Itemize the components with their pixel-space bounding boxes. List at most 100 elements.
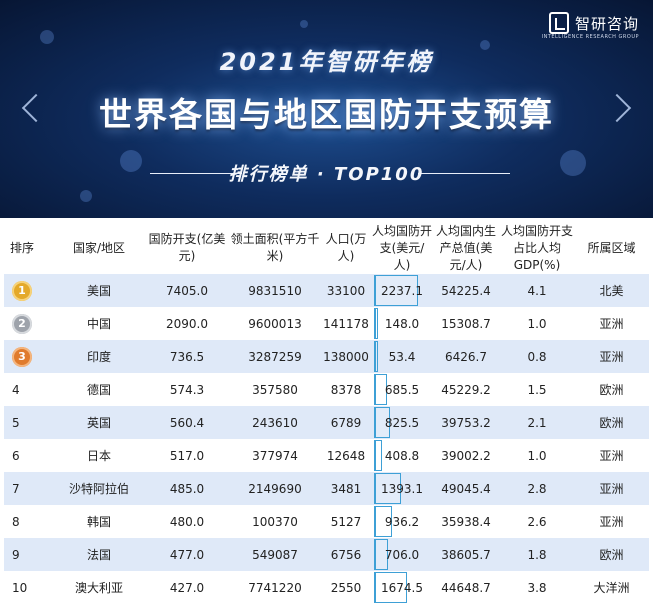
- rank-cell: 10: [4, 571, 54, 604]
- per-capita-bar: [374, 407, 390, 438]
- population-cell: 12648: [326, 448, 366, 463]
- per-capita-bar: [374, 506, 392, 537]
- rank-cell: 8: [4, 505, 54, 538]
- gdp-per-capita-cell: 38605.7: [432, 538, 500, 571]
- spending-cell: 477.0: [144, 538, 230, 571]
- population-cell: 2550: [330, 580, 362, 595]
- per-capita-bar: [374, 440, 382, 471]
- year-title: 2021年智研年榜: [219, 48, 434, 76]
- column-header: 国家/地区: [72, 240, 126, 255]
- table-row: 7 沙特阿拉伯 485.0 2149690 3481 1393.1 49045.4 2.8 亚洲: [4, 472, 649, 505]
- per-capita-value: 148.0: [384, 316, 420, 331]
- country-cell: 印度: [54, 340, 144, 373]
- country-cell: 美国: [54, 274, 144, 307]
- area-cell: 7741220: [248, 580, 302, 595]
- bokeh-dot: [80, 190, 92, 202]
- rank-number: 5: [12, 415, 20, 430]
- divider-left: [150, 173, 242, 174]
- rank-number: 6: [12, 448, 20, 463]
- gdp-per-capita-cell: 15308.7: [441, 316, 491, 331]
- per-capita-bar: [374, 308, 378, 339]
- rank-cell: 2: [4, 307, 54, 340]
- logo-text: 智研咨询: [574, 14, 639, 33]
- per-capita-bar: [374, 572, 407, 603]
- column-header: 领土面积(平方千米): [230, 232, 320, 263]
- ratio-cell: 1.0: [527, 448, 547, 463]
- rank-cell: 3: [4, 340, 54, 373]
- bokeh-dot: [480, 40, 490, 50]
- country-cell: 德国: [86, 383, 111, 397]
- spending-cell: 2090.0: [166, 316, 208, 331]
- population-cell: 6756: [320, 538, 372, 571]
- bokeh-dot: [560, 150, 586, 176]
- spending-cell: 485.0: [144, 472, 230, 505]
- spending-cell: 560.4: [144, 406, 230, 439]
- column-header: 人均国内生产总值(美元/人): [435, 223, 496, 272]
- per-capita-cell: 1674.5: [372, 571, 432, 604]
- population-cell: 33100: [320, 274, 372, 307]
- per-capita-bar: [374, 341, 378, 372]
- region-cell: 亚洲: [574, 472, 649, 505]
- per-capita-cell: 685.5: [372, 373, 432, 406]
- table-row: 4 德国 574.3 357580 8378 685.5 45229.2 1.5 欧洲: [4, 373, 649, 406]
- country-cell: 澳大利亚: [74, 581, 123, 595]
- per-capita-value: 936.2: [384, 514, 420, 529]
- area-cell: 243610: [230, 406, 320, 439]
- per-capita-value: 1393.1: [381, 481, 423, 496]
- ratio-cell: 2.1: [500, 406, 574, 439]
- country-cell: 英国: [54, 406, 144, 439]
- population-cell: 3481: [320, 472, 372, 505]
- silver-medal-icon: 2: [12, 313, 32, 334]
- spending-cell: 480.0: [169, 514, 205, 529]
- ratio-cell: 1.5: [527, 382, 547, 397]
- per-capita-cell: 1393.1: [372, 472, 432, 505]
- per-capita-cell: 408.8: [372, 439, 432, 472]
- ratio-cell: 3.8: [527, 580, 547, 595]
- column-header: 人口(万人): [325, 232, 367, 263]
- per-capita-cell: 148.0: [372, 307, 432, 340]
- column-header: 人均国防开支占比人均GDP(%): [500, 223, 573, 272]
- area-cell: 100370: [252, 514, 298, 529]
- area-cell: 9831510: [230, 274, 320, 307]
- table-row: 8 韩国 480.0 100370 5127 936.2 35938.4 2.6 亚洲: [4, 505, 649, 538]
- table-row: 10 澳大利亚 427.0 7741220 2550 1674.5 44648.7 3.8 大洋…: [4, 571, 649, 604]
- bronze-medal-icon: 3: [12, 346, 32, 367]
- per-capita-cell: 53.4: [372, 340, 432, 373]
- logo-subtext: INTELLIGENCE RESEARCH GROUP: [541, 34, 639, 40]
- gdp-per-capita-cell: 39002.2: [441, 448, 491, 463]
- table-row: 9 法国 477.0 549087 6756 706.0 38605.7 1.8 欧洲: [4, 538, 649, 571]
- rank-cell: 5: [4, 406, 54, 439]
- bokeh-dot: [300, 20, 308, 28]
- table-row: 2 中国 2090.0 9600013 141178 148.0 15308.7 1.0 亚洲: [4, 307, 649, 340]
- rank-number: 7: [12, 481, 20, 496]
- per-capita-cell: 706.0: [372, 538, 432, 571]
- rank-cell: 9: [4, 538, 54, 571]
- ratio-cell: 1.8: [500, 538, 574, 571]
- rank-cell: 4: [4, 373, 54, 406]
- per-capita-value: 825.5: [384, 415, 420, 430]
- region-cell: 亚洲: [599, 317, 624, 331]
- spending-cell: 7405.0: [144, 274, 230, 307]
- country-cell: 日本: [86, 449, 111, 463]
- gold-medal-icon: 1: [12, 280, 32, 301]
- brand-logo: 智研咨询: [548, 12, 639, 34]
- table-row: 1 美国 7405.0 9831510 33100 2237.1 54225.4 4.1 北美: [4, 274, 649, 307]
- per-capita-value: 1674.5: [381, 580, 423, 595]
- per-capita-value: 706.0: [384, 547, 420, 562]
- area-cell: 9600013: [248, 316, 302, 331]
- country-cell: 中国: [86, 317, 111, 331]
- table-body: 1 美国 7405.0 9831510 33100 2237.1 54225.4 4.1 北美 2…: [4, 274, 649, 604]
- population-cell: 6789: [320, 406, 372, 439]
- table-row: 5 英国 560.4 243610 6789 825.5 39753.2 2.1 欧洲: [4, 406, 649, 439]
- per-capita-value: 2237.1: [381, 283, 423, 298]
- gdp-per-capita-cell: 44648.7: [441, 580, 491, 595]
- area-cell: 2149690: [230, 472, 320, 505]
- table-row: 6 日本 517.0 377974 12648 408.8 39002.2 1.0 亚洲: [4, 439, 649, 472]
- spending-cell: 736.5: [144, 340, 230, 373]
- header-banner: 智研咨询 INTELLIGENCE RESEARCH GROUP 2021年智研…: [0, 0, 653, 218]
- spending-cell: 517.0: [169, 448, 205, 463]
- ratio-cell: 2.8: [500, 472, 574, 505]
- column-header: 排序: [10, 240, 35, 255]
- per-capita-bar: [374, 473, 401, 504]
- divider-right: [418, 173, 510, 174]
